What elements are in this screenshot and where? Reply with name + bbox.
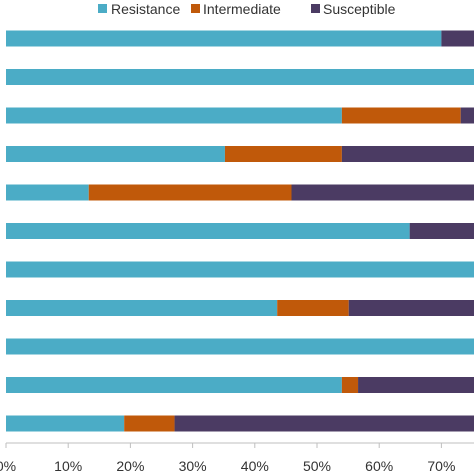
legend-label-resistance: Resistance: [111, 1, 180, 17]
bar-resistance-row-8: [6, 300, 278, 316]
bar-resistance-row-9: [6, 338, 474, 355]
x-tick-label: 0%: [0, 458, 16, 474]
bar-resistance-row-5: [6, 184, 89, 201]
x-tick-label: 30%: [179, 458, 207, 474]
bar-susceptible-row-8: [348, 300, 474, 316]
bar-resistance-row-4: [6, 146, 225, 162]
x-tick-label: 40%: [241, 458, 269, 474]
legend-swatch-susceptible: [311, 4, 320, 13]
bar-resistance-row-2: [6, 69, 474, 85]
x-tick-label: 50%: [303, 458, 331, 474]
bar-susceptible-row-6: [409, 223, 474, 239]
x-tick-label: 10%: [54, 458, 82, 474]
x-axis-ticks: 0% 10% 20% 30% 40% 50% 60% 70%: [0, 443, 455, 474]
bar-resistance-row-11: [6, 415, 125, 432]
bar-resistance-row-6: [6, 223, 410, 239]
bar-intermediate-row-3: [341, 107, 461, 124]
x-tick-label: 60%: [365, 458, 393, 474]
bar-resistance-row-7: [6, 261, 474, 278]
legend-swatch-resistance: [98, 4, 107, 13]
bar-intermediate-row-8: [277, 300, 349, 316]
legend: Resistance Intermediate Susceptible: [98, 1, 396, 17]
bar-susceptible-row-11: [174, 415, 474, 432]
bars: [6, 30, 474, 432]
bar-intermediate-row-11: [124, 415, 175, 432]
bar-susceptible-row-10: [358, 377, 474, 393]
bar-intermediate-row-5: [88, 184, 292, 201]
bar-susceptible-row-3: [460, 107, 474, 124]
legend-swatch-intermediate: [191, 4, 200, 13]
legend-label-susceptible: Susceptible: [323, 1, 396, 17]
bar-resistance-row-10: [6, 377, 342, 393]
bar-susceptible-row-1: [441, 30, 474, 47]
x-tick-label: 70%: [427, 458, 455, 474]
bar-resistance-row-1: [6, 30, 442, 47]
bar-susceptible-row-4: [341, 146, 474, 162]
bar-resistance-row-3: [6, 107, 342, 124]
bar-susceptible-row-5: [291, 184, 474, 201]
bar-intermediate-row-10: [341, 377, 359, 393]
legend-label-intermediate: Intermediate: [203, 1, 281, 17]
bar-intermediate-row-4: [224, 146, 342, 162]
x-tick-label: 20%: [116, 458, 144, 474]
